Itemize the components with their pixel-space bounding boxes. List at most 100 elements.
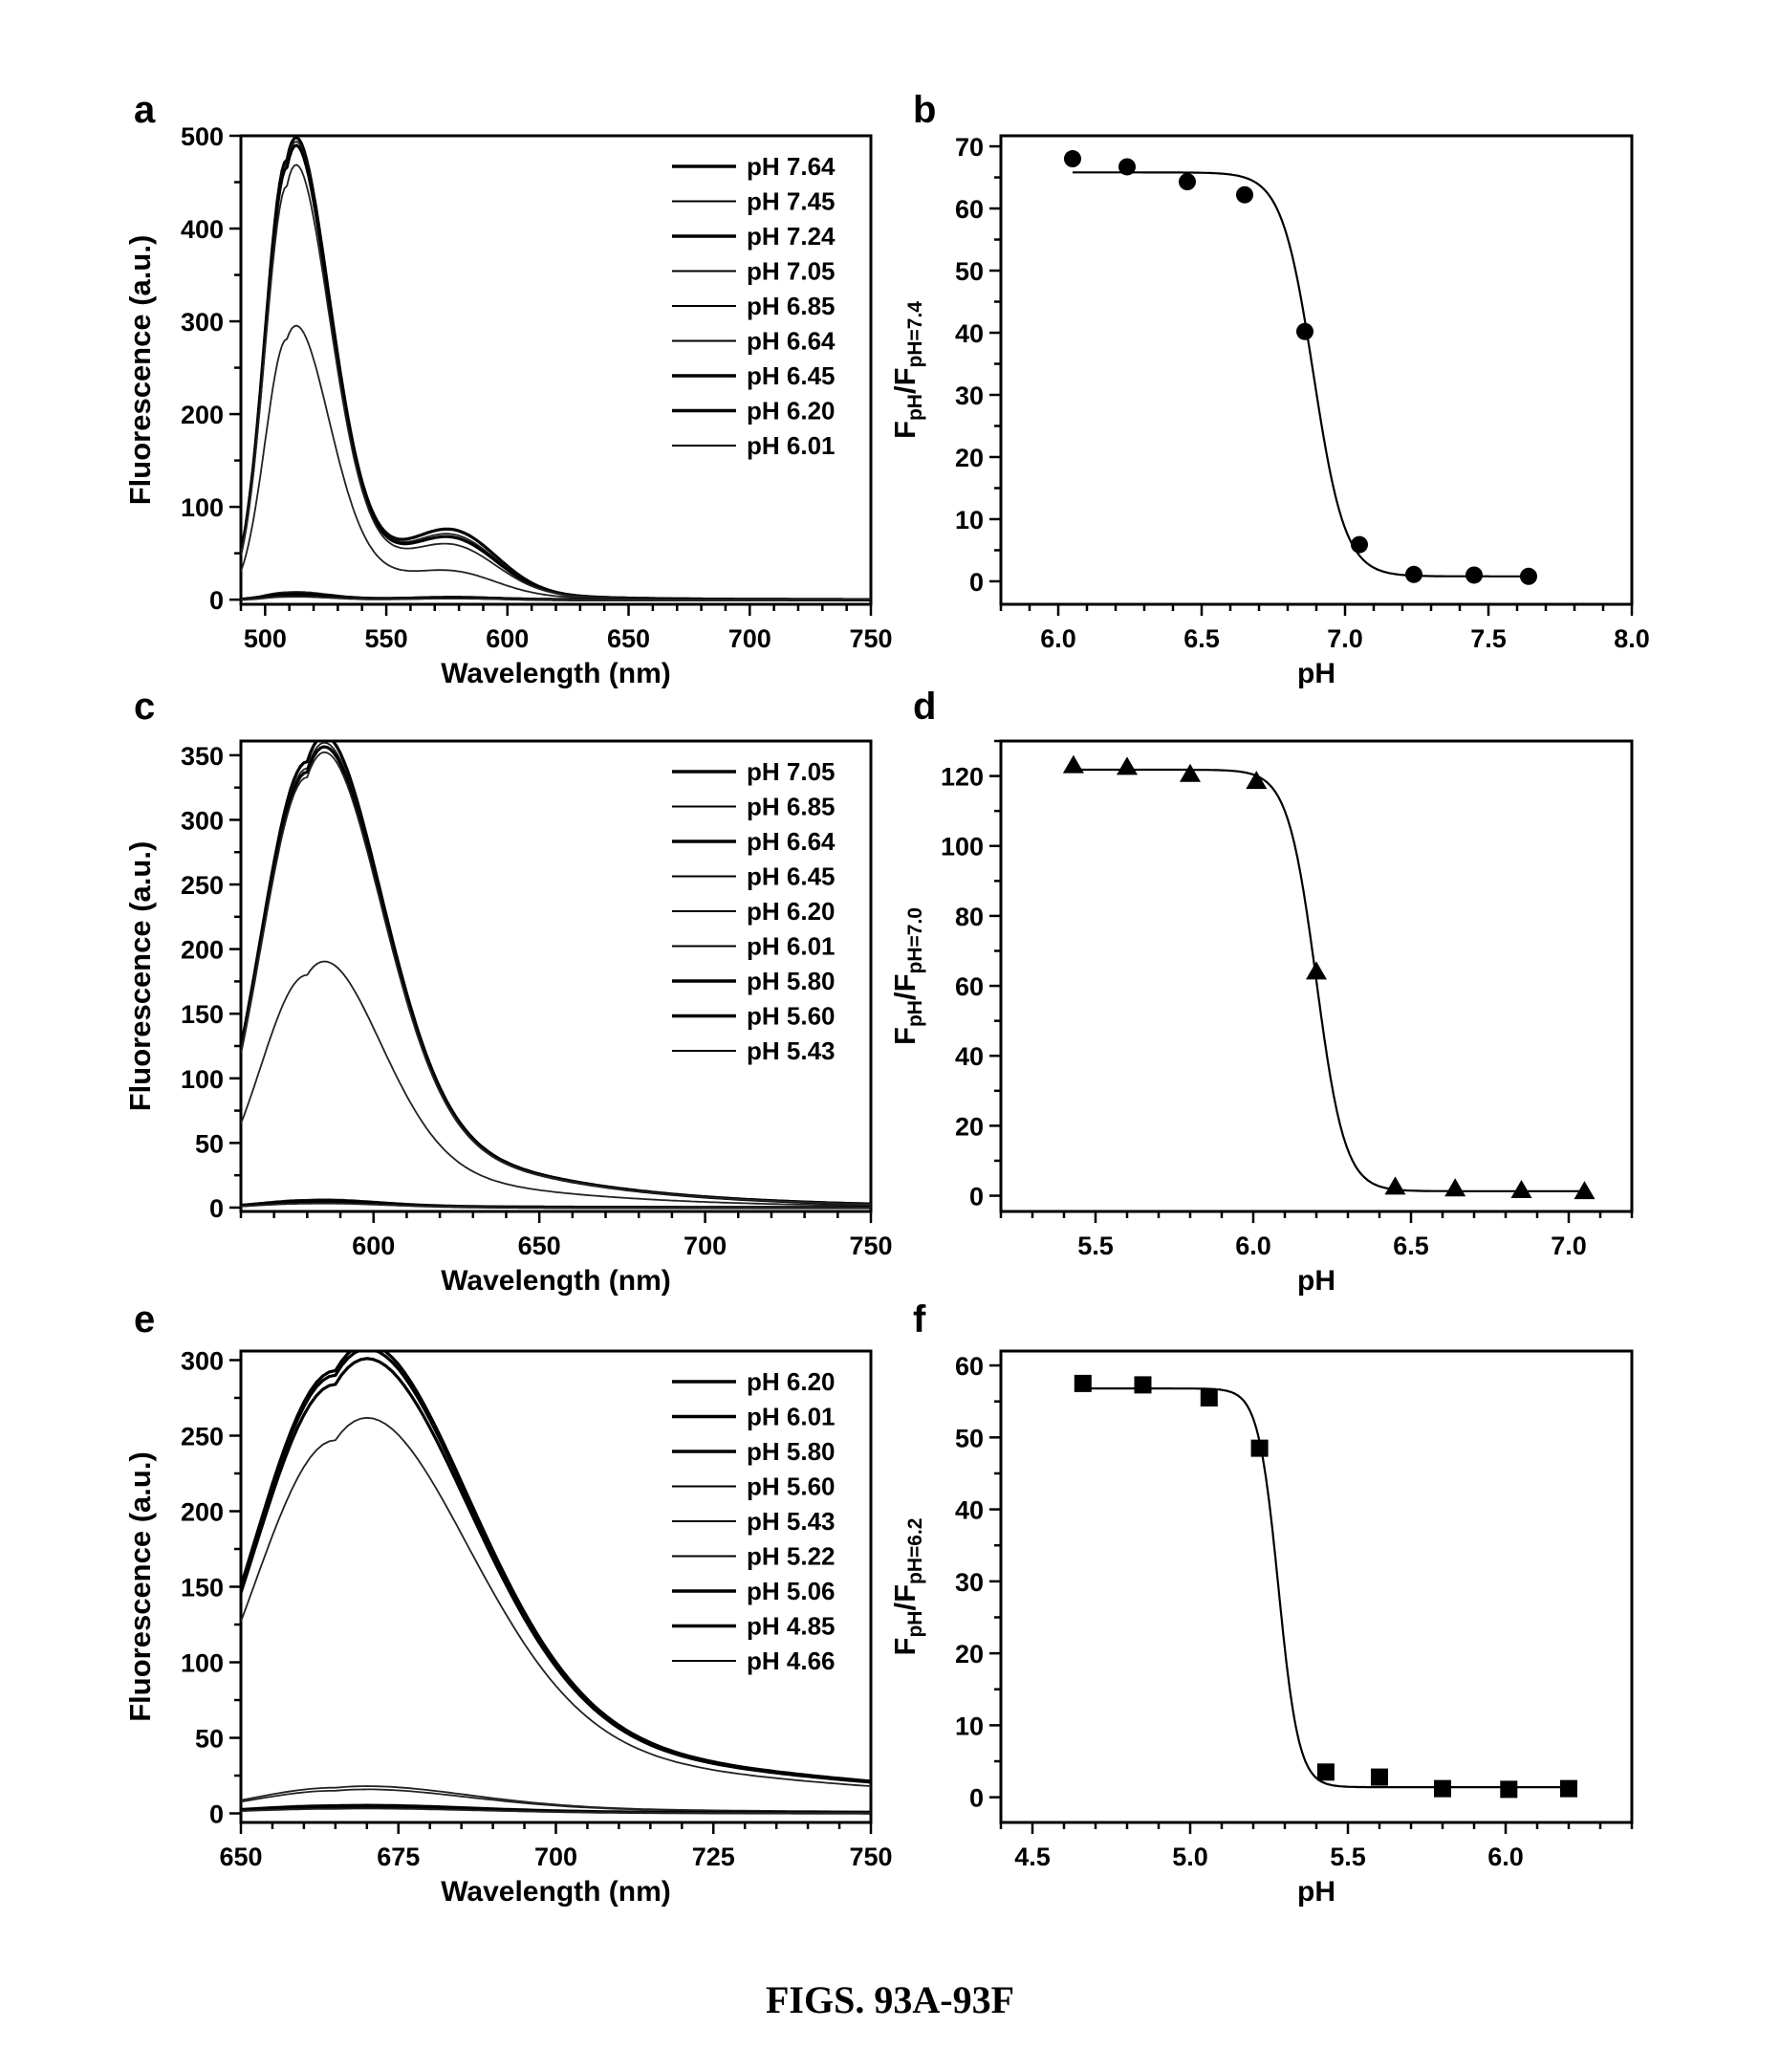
y-axis-label: Fluorescence (a.u.)	[123, 1451, 157, 1722]
y-tick-label: 20	[955, 444, 984, 472]
spectrum-line	[241, 1202, 871, 1209]
legend-label: pH 6.01	[747, 1403, 836, 1431]
x-tick-label: 5.5	[1077, 1232, 1114, 1260]
x-tick-label: 700	[684, 1232, 727, 1260]
legend-label: pH 5.80	[747, 967, 836, 995]
y-tick-label: 150	[181, 1000, 224, 1029]
x-tick-label: 6.0	[1235, 1232, 1271, 1260]
x-tick-label: 500	[244, 624, 287, 653]
y-tick-label: 100	[181, 1065, 224, 1094]
data-point	[1520, 567, 1537, 585]
x-tick-label: 700	[534, 1843, 577, 1871]
y-tick-label: 40	[955, 319, 984, 348]
legend-label: pH 5.80	[747, 1437, 836, 1466]
legend-label: pH 5.43	[747, 1507, 836, 1536]
x-tick-label: 7.5	[1470, 624, 1507, 653]
y-tick-label: 30	[955, 382, 984, 410]
x-tick-label: 7.0	[1551, 1232, 1587, 1260]
x-tick-label: 750	[849, 1232, 892, 1260]
y-tick-label: 60	[955, 1352, 984, 1381]
y-tick-label: 10	[955, 1712, 984, 1740]
legend-label: pH 6.01	[747, 932, 836, 961]
panel-f: 4.5 5.0 5.5 6.0 0 10 20 30 40 50 60 pH f FpH/FpH=6.2	[888, 1298, 1634, 1908]
data-point	[1200, 1388, 1218, 1407]
y-axis-label: Fluorescence (a.u.)	[123, 841, 157, 1112]
legend-label: pH 5.60	[747, 1002, 836, 1031]
legend-label: pH 6.64	[747, 327, 836, 356]
data-point	[1510, 1180, 1532, 1199]
legend-label: pH 5.06	[747, 1577, 836, 1605]
data-point	[1465, 566, 1483, 584]
x-tick-label: 650	[219, 1843, 262, 1871]
x-tick-label: 600	[486, 624, 529, 653]
y-axis-label-part: pH	[904, 394, 926, 421]
fit-curve	[1073, 768, 1585, 1192]
x-tick-label: 6.0	[1487, 1843, 1524, 1871]
y-axis-label-part: F	[888, 421, 922, 439]
panel-e: 650 675 700 725 750 0 50 100 150 200 250 300 Wavelen…	[123, 1298, 893, 1908]
x-tick-label: 700	[728, 624, 771, 653]
x-tick-label: 650	[518, 1232, 561, 1260]
y-tick-label: 150	[181, 1574, 224, 1603]
legend-label: pH 5.43	[747, 1036, 836, 1065]
data-point	[1296, 322, 1313, 340]
legend-label: pH 7.05	[747, 757, 836, 786]
y-axis-label: FpH/FpH=7.0	[888, 907, 926, 1045]
data-point	[1074, 1374, 1092, 1392]
data-point	[1434, 1779, 1451, 1798]
data-point	[1306, 961, 1327, 980]
y-axis-label-part: F	[888, 1638, 922, 1656]
data-point	[1062, 754, 1084, 774]
y-tick-label: 120	[941, 763, 984, 792]
panel-label: a	[134, 89, 156, 131]
legend-label: pH 6.85	[747, 793, 836, 821]
y-tick-label: 10	[955, 506, 984, 534]
panel-label: c	[134, 686, 155, 728]
x-axis-label: Wavelength (nm)	[441, 1876, 671, 1908]
legend-label: pH 6.45	[747, 361, 836, 390]
y-tick-label: 250	[181, 871, 224, 900]
data-point	[1118, 158, 1136, 176]
fit-curve	[1082, 1387, 1569, 1789]
y-tick-label: 50	[955, 257, 984, 286]
y-tick-label: 0	[209, 586, 224, 615]
data-point	[1236, 185, 1253, 204]
y-tick-label: 60	[955, 972, 984, 1001]
x-tick-label: 6.0	[1040, 624, 1076, 653]
legend-label: pH 6.85	[747, 292, 836, 320]
legend-label: pH 4.66	[747, 1647, 836, 1675]
y-axis-label: FpH/FpH=7.4	[888, 301, 926, 439]
y-tick-label: 50	[195, 1129, 224, 1158]
y-tick-label: 200	[181, 401, 224, 429]
y-axis-label-part: pH=7.4	[904, 301, 926, 368]
data-point	[1405, 565, 1422, 583]
data-point	[1444, 1178, 1466, 1197]
legend-label: pH 6.01	[747, 431, 836, 460]
y-axis-label: Fluorescence (a.u.)	[123, 235, 157, 506]
y-tick-label: 30	[955, 1568, 984, 1597]
panel-b: 6.0 6.5 7.0 7.5 8.0 0 10 20 30 40 50 60 70 pH b FpH/FpH…	[888, 89, 1650, 689]
y-axis-label-part: /F	[888, 367, 922, 394]
panel-c: 600 650 700 750 0 50 100 150 200 250 300 350 Wavelen…	[123, 686, 893, 1297]
x-tick-label: 6.5	[1183, 624, 1220, 653]
x-axis-label: pH	[1297, 658, 1335, 689]
y-axis-label: FpH/FpH=6.2	[888, 1518, 926, 1656]
plot-frame	[999, 134, 1634, 606]
panel-a: 500 550 600 650 700 750 0 100 200 300 400 500 Wavele…	[123, 89, 893, 689]
y-tick-label: 0	[969, 1784, 984, 1813]
y-tick-label: 300	[181, 1346, 224, 1375]
legend-label: pH 6.20	[747, 397, 836, 425]
spectrum-line	[241, 596, 871, 600]
y-axis-label-part: pH=7.0	[904, 907, 926, 973]
panel-label: b	[913, 89, 936, 131]
x-tick-label: 725	[692, 1843, 735, 1871]
y-axis-label-part: pH	[904, 1000, 926, 1027]
data-point	[1180, 763, 1201, 782]
y-axis-label-part: pH	[904, 1611, 926, 1638]
x-tick-label: 5.5	[1330, 1843, 1366, 1871]
x-tick-label: 7.0	[1327, 624, 1363, 653]
legend-label: pH 7.24	[747, 222, 836, 251]
data-point	[1351, 535, 1368, 554]
data-point	[1316, 1763, 1335, 1781]
